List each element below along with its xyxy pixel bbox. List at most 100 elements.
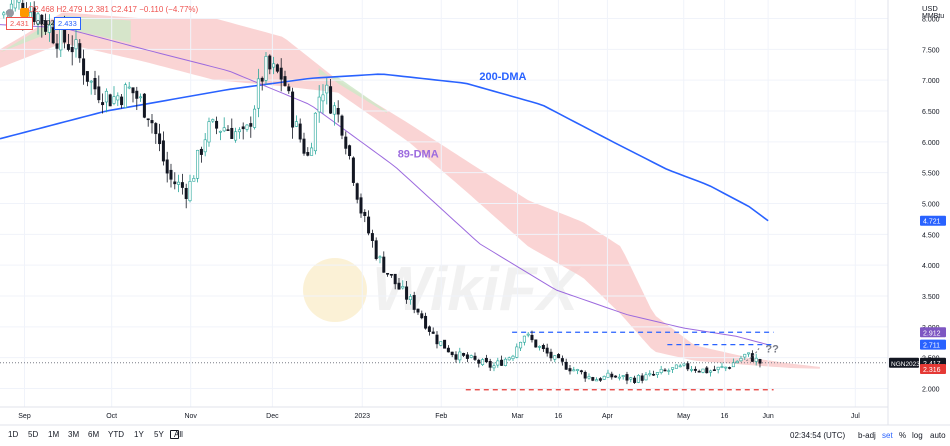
candle-body — [306, 152, 310, 156]
annotation-89dma: 89-DMA — [398, 148, 439, 160]
candle-body — [598, 378, 602, 381]
candle-body — [614, 375, 618, 378]
candle-body — [469, 355, 473, 358]
date-range-icon[interactable] — [170, 430, 179, 439]
timeframe-6m[interactable]: 6M — [88, 430, 100, 439]
symbol-tag-bg — [889, 357, 919, 368]
timeframe-5y[interactable]: 5Y — [154, 430, 164, 439]
candle-body — [336, 108, 340, 115]
candle-body — [564, 361, 568, 370]
cloud-bull-band — [318, 68, 387, 114]
x-tick-label: 2023 — [354, 413, 370, 420]
candle-body — [610, 373, 614, 378]
candle-body — [477, 359, 481, 364]
candle-body — [481, 359, 485, 365]
currency-label: USD — [922, 4, 938, 13]
y-tick-label: 4.500 — [922, 232, 940, 239]
candle-body — [196, 149, 200, 179]
auto-toggle[interactable]: auto — [930, 431, 946, 440]
candle-body — [743, 353, 747, 358]
candle-body — [591, 377, 595, 381]
candle-body — [735, 360, 739, 364]
candle-body — [272, 63, 276, 68]
annotation-: ?? — [765, 344, 779, 356]
candle-body — [500, 359, 504, 366]
candle-body — [534, 339, 538, 348]
unit-label: MMBtu — [922, 13, 945, 20]
candle-body — [530, 334, 534, 341]
candle-body — [112, 96, 116, 104]
candle-body — [526, 333, 530, 336]
candle-body — [522, 335, 526, 343]
candle-body — [139, 96, 143, 99]
bid-box[interactable]: 2.431 — [6, 17, 33, 30]
candle-body — [291, 91, 295, 128]
eye-icon[interactable] — [6, 9, 14, 17]
annotation-200dma: 200-DMA — [479, 71, 526, 83]
ichimoku-cloud — [0, 12, 820, 369]
candle-body — [298, 123, 302, 140]
candle-body — [150, 120, 154, 124]
timeframe-5d[interactable]: 5D — [28, 430, 39, 439]
candle-body — [439, 341, 443, 346]
candle-body — [211, 119, 215, 122]
candle-body — [671, 367, 675, 370]
candle-body — [636, 375, 640, 383]
timeframe-ytd[interactable]: YTD — [108, 430, 124, 439]
candle-body — [260, 77, 264, 82]
candle-body — [241, 126, 245, 130]
candle-body — [249, 123, 253, 127]
level-top-price-tag-bg — [920, 327, 946, 338]
candle-body — [519, 341, 523, 349]
candle-body — [340, 115, 344, 136]
candle-body — [420, 313, 424, 319]
candle-body — [89, 80, 93, 83]
candle-body — [427, 326, 431, 332]
percent-toggle[interactable]: % — [899, 431, 907, 440]
candle-body — [405, 286, 409, 300]
candle-body — [329, 86, 333, 114]
ask-box[interactable]: 2.433 — [54, 17, 81, 30]
candle-body — [697, 370, 701, 373]
candle-body — [488, 361, 492, 368]
candle-body — [496, 360, 500, 366]
clock[interactable]: 02:34:54 (UTC) — [790, 431, 846, 440]
candle-body — [146, 118, 150, 121]
adj-toggle[interactable]: b-adj — [858, 431, 876, 440]
candle-body — [36, 13, 40, 24]
candle-body — [294, 121, 298, 127]
timeframe-1d[interactable]: 1D — [8, 430, 19, 439]
candle-body — [40, 14, 44, 25]
candle-body — [572, 369, 576, 372]
y-tick-label: 4.000 — [922, 263, 940, 270]
candle-body — [279, 67, 283, 80]
x-tick-label: Nov — [184, 413, 197, 420]
candle-body — [135, 90, 139, 99]
candle-body — [70, 47, 74, 53]
x-tick-label: Mar — [512, 413, 525, 420]
candle-body — [158, 133, 162, 145]
candle-body — [454, 354, 458, 360]
candle-body — [397, 282, 401, 290]
candle-body — [218, 130, 222, 133]
time-axis[interactable]: Sep Oct Nov Dec 2023 Feb Mar 16 Apr May 16 Jun Jul — [18, 413, 860, 420]
level-low-price-tag: 2.316 — [923, 367, 941, 374]
projection-arrow — [746, 346, 761, 362]
timeframe-1m[interactable]: 1M — [48, 430, 60, 439]
candle-body — [302, 138, 306, 154]
candle-body — [127, 86, 131, 89]
timeframe-1y[interactable]: 1Y — [134, 430, 144, 439]
y-tick-label: 7.000 — [922, 78, 940, 85]
settlement-toggle[interactable]: set — [882, 431, 893, 440]
timeframe-3m[interactable]: 3M — [68, 430, 80, 439]
candle-body — [108, 94, 112, 107]
candle-body — [120, 96, 124, 106]
candle-body — [747, 352, 751, 355]
cloud-bull-band — [0, 15, 131, 53]
candle-body — [538, 346, 542, 348]
cloud-bear-band — [0, 12, 820, 369]
log-toggle[interactable]: log — [912, 431, 923, 440]
symbol-tag: NGN2023 — [891, 361, 920, 368]
dma200-price-tag: 4.721 — [923, 219, 941, 226]
